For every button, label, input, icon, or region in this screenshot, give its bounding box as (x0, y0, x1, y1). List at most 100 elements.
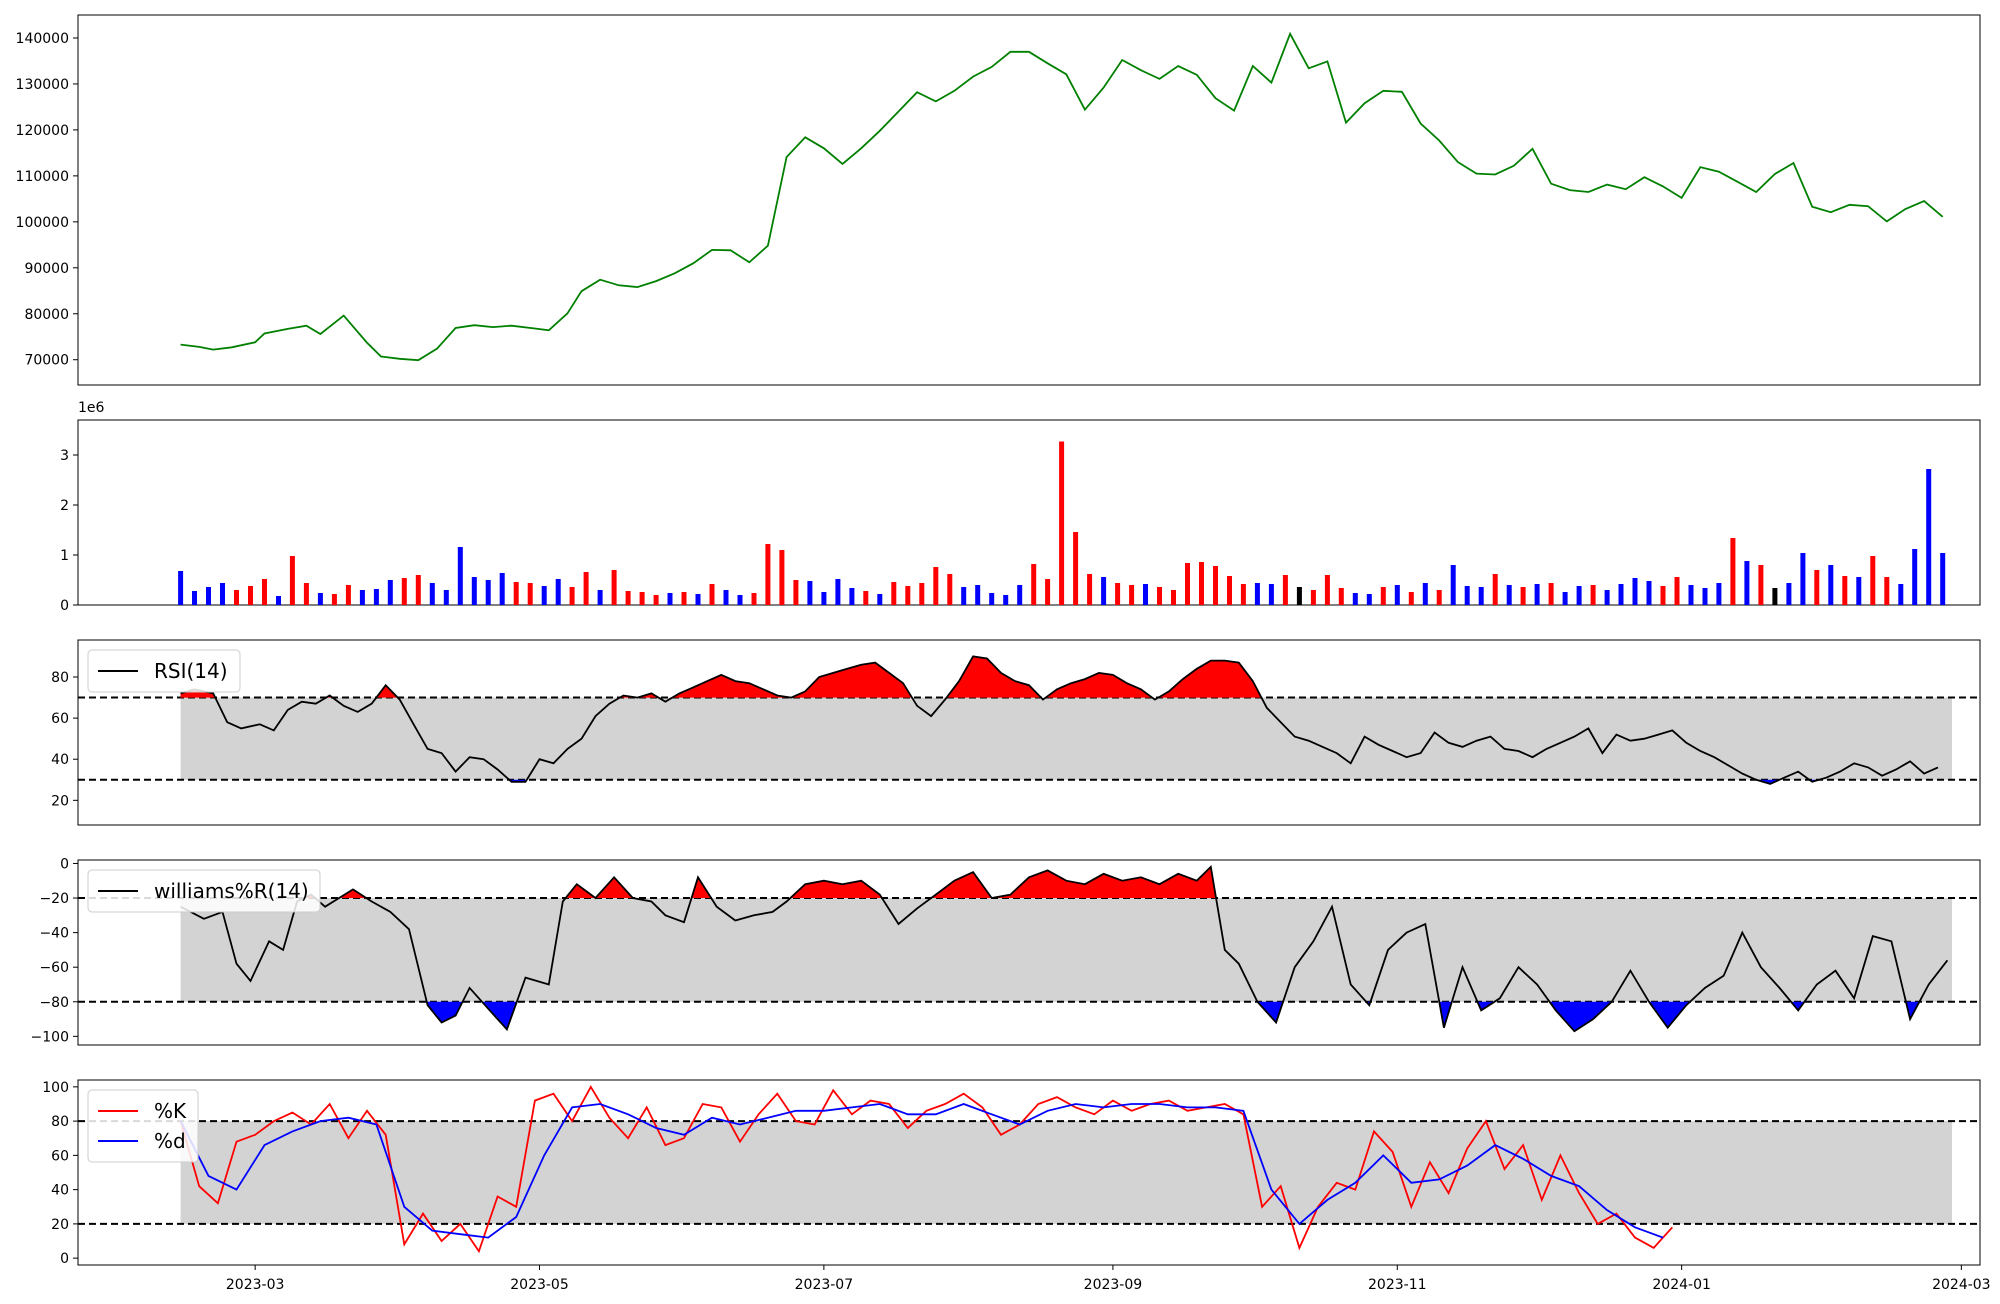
volume-bar (443, 590, 449, 605)
rsi-line (180, 655, 1939, 785)
volume-bar (1380, 587, 1386, 605)
volume-panel (77, 419, 1981, 606)
oversold-fill (1649, 1001, 1690, 1028)
volume-bar (1422, 583, 1428, 605)
volume-bar (1101, 577, 1107, 605)
y-tick-label: 140000 (16, 31, 69, 47)
volume-bar (1548, 583, 1554, 605)
volume-bar (1884, 577, 1890, 605)
volume-bar (1940, 553, 1946, 605)
volume-bar (527, 583, 533, 605)
volume-bar (1534, 584, 1540, 605)
oversold-fill (1791, 1001, 1805, 1011)
volume-bar (1338, 588, 1344, 605)
volume-bar (695, 594, 701, 605)
volume-bar (555, 579, 561, 605)
volume-bar (1702, 588, 1708, 605)
volume-bar (1143, 584, 1148, 605)
volume-offset-label: 1e6 (78, 400, 105, 416)
volume-bar (303, 583, 309, 605)
volume-bar (1436, 590, 1442, 605)
volume-bar (737, 595, 743, 605)
volume-bar (178, 571, 184, 605)
y-tick-label: 3 (60, 448, 69, 464)
volume-bar (1129, 585, 1135, 605)
y-tick-label: 80000 (24, 307, 69, 323)
overbought-fill (1045, 672, 1153, 698)
x-tick-label: 2023-07 (795, 1277, 854, 1293)
y-tick-label: 0 (60, 856, 69, 872)
volume-bar (667, 593, 673, 605)
williams-line (180, 865, 1949, 1033)
volume-bar (751, 593, 757, 605)
volume-bar (1632, 578, 1638, 605)
volume-bar (891, 582, 897, 605)
volume-bar (1842, 576, 1848, 605)
volume-bar (1590, 585, 1596, 605)
overbought-fill (946, 656, 1041, 698)
volume-bar (1185, 563, 1190, 605)
volume-bar (1450, 565, 1456, 605)
volume-bar (905, 586, 911, 605)
y-tick-label: −80 (39, 995, 69, 1011)
volume-bar (611, 570, 617, 605)
y-tick-label: 1 (60, 548, 69, 564)
volume-bar (345, 585, 351, 605)
k-line (179, 1085, 1673, 1254)
volume-bar (1688, 585, 1694, 605)
volume-bar (289, 556, 295, 605)
oversold-fill (1549, 1001, 1612, 1032)
y-tick-label: 40 (51, 752, 69, 768)
williams-panel (77, 859, 1981, 1046)
neutral-band (180, 697, 1953, 780)
volume-bar (401, 578, 407, 605)
volume-bar (415, 575, 421, 605)
neutral-band (180, 1121, 1953, 1224)
y-tick-label: 70000 (24, 353, 69, 369)
volume-bar (1870, 556, 1876, 605)
volume-bar (1282, 575, 1288, 605)
legend-label: RSI(14) (154, 659, 228, 683)
volume-bar (653, 595, 659, 605)
volume-bar (373, 589, 379, 605)
legend-box (87, 869, 321, 913)
volume-bar (541, 586, 547, 605)
volume-bar (1199, 562, 1204, 605)
volume-bar (1730, 538, 1736, 605)
volume-bar (234, 590, 239, 605)
legend-label: %K (154, 1099, 187, 1123)
volume-bar (1716, 583, 1722, 605)
volume-bar (1646, 581, 1652, 605)
volume-bar (1520, 587, 1526, 605)
volume-bar (1115, 583, 1121, 605)
volume-bar (1478, 587, 1484, 605)
legend-label: williams%R(14) (154, 879, 309, 903)
volume-bar (1786, 583, 1792, 605)
volume-bar (723, 590, 729, 605)
volume-bar (863, 591, 869, 605)
volume-bar (1324, 575, 1330, 605)
volume-bar (1618, 584, 1624, 605)
volume-bar (793, 580, 799, 605)
oversold-fill (482, 1001, 517, 1030)
volume-bar (457, 547, 463, 605)
y-tick-label: 60 (51, 1148, 69, 1164)
volume-bar (1157, 587, 1162, 605)
volume-bar (919, 583, 925, 605)
oversold-fill (1257, 1001, 1284, 1023)
volume-bar (1828, 565, 1834, 605)
y-tick-label: 90000 (24, 261, 69, 277)
x-tick-label: 2024-01 (1652, 1277, 1711, 1293)
volume-bar (821, 592, 827, 605)
x-tick-label: 2024-03 (1932, 1277, 1991, 1293)
neutral-band (180, 898, 1953, 1002)
volume-bar (1492, 574, 1498, 605)
volume-bar (331, 594, 337, 605)
y-tick-label: 100000 (16, 215, 69, 231)
volume-bar (835, 579, 841, 605)
volume-bar (206, 587, 211, 605)
volume-bar (961, 587, 967, 605)
legend-box (87, 649, 241, 693)
y-tick-label: 120000 (16, 123, 69, 139)
